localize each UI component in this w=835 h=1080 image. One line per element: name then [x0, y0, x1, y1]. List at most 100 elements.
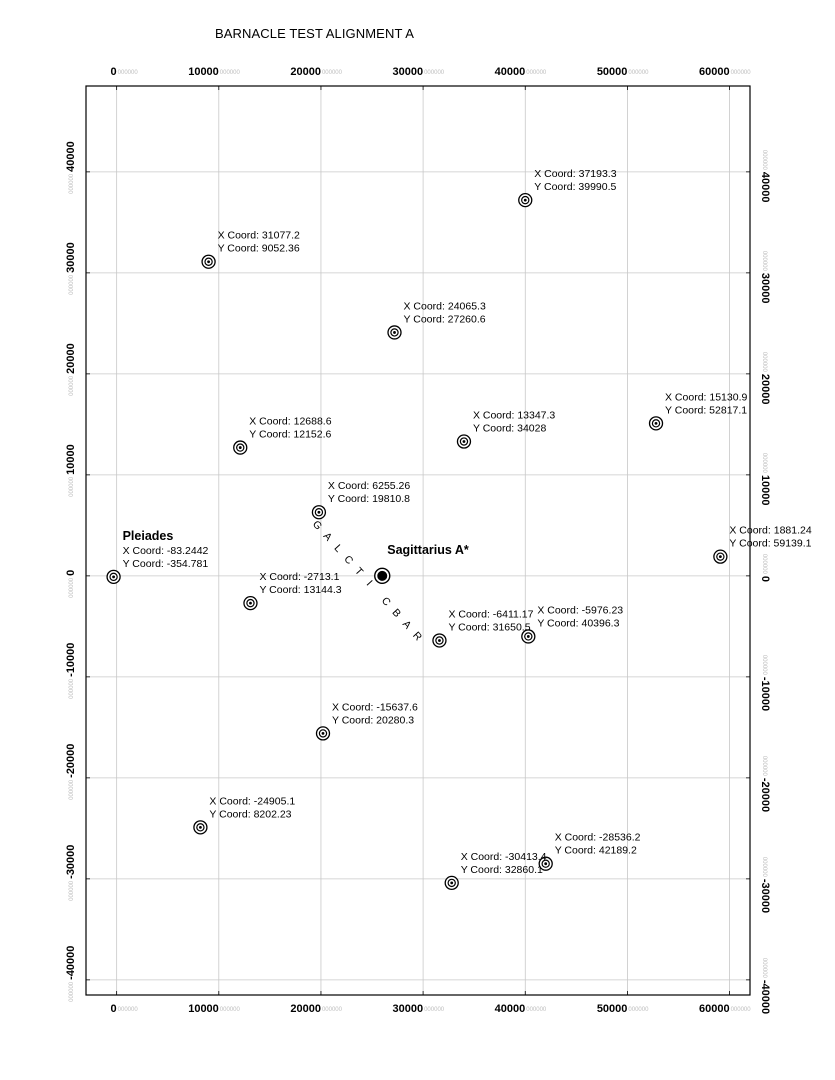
bullseye-marker: X Coord: -5976.23Y Coord: 40396.3 — [521, 604, 623, 644]
target-icon-dot — [112, 575, 115, 579]
target-icon-dot — [450, 881, 454, 885]
x-tick-label: 50000 — [597, 1003, 628, 1015]
x-tick-label: 60000 — [699, 1003, 730, 1015]
galactic-bar-letter: C — [341, 553, 355, 567]
y-coord-label: Y Coord: 13144.3 — [259, 584, 341, 596]
target-icon-dot — [544, 862, 548, 866]
galactic-bar-letter: C — [379, 595, 393, 609]
x-tick-label: 40000 — [495, 1003, 526, 1015]
target-icon-dot — [238, 446, 242, 449]
bullseye-marker: X Coord: 37193.3Y Coord: 39990.5 — [518, 168, 617, 208]
x-tick-label: 60000 — [699, 66, 730, 78]
x-tick-fraction: 000000 — [628, 1007, 649, 1013]
y-tick-label-left: -10000 — [65, 643, 77, 677]
x-tick-fraction: 000000 — [731, 70, 752, 76]
galactic-bar-letter: B — [389, 607, 403, 620]
y-coord-label: Y Coord: 52817.1 — [665, 404, 747, 416]
x-tick-label: 50000 — [597, 66, 628, 78]
y-tick-fraction-left: 000000 — [69, 476, 75, 497]
sagittarius-a-label: Sagittarius A* — [387, 543, 469, 557]
point-name: Pleiades — [123, 529, 174, 543]
bullseye-marker: X Coord: -2713.1Y Coord: 13144.3 — [243, 571, 342, 611]
y-tick-fraction-left: 000000 — [69, 678, 75, 699]
x-tick-fraction: 000000 — [220, 1007, 241, 1013]
y-coord-label: Y Coord: 8202.23 — [209, 808, 291, 820]
y-tick-label-left: 20000 — [65, 343, 77, 374]
y-tick-fraction-left: 000000 — [69, 577, 75, 598]
y-tick-fraction-left: 000000 — [69, 880, 75, 901]
y-coord-label: Y Coord: 42189.2 — [555, 845, 637, 857]
y-tick-label-left: 10000 — [65, 444, 77, 475]
y-tick-label-left: 40000 — [65, 141, 77, 172]
bullseye-marker: X Coord: 31077.2Y Coord: 9052.36 — [201, 230, 300, 269]
y-tick-fraction-left: 000000 — [69, 375, 75, 396]
target-icon-dot — [718, 555, 722, 559]
y-tick-label-right: -40000 — [759, 980, 771, 1014]
y-tick-label-left: -30000 — [65, 845, 77, 879]
y-tick-label-right: -30000 — [759, 879, 771, 913]
y-tick-label-right: -10000 — [759, 677, 771, 711]
x-coord-label: X Coord: -15637.6 — [332, 701, 418, 713]
bullseye-marker: X Coord: 12688.6Y Coord: 12152.6 — [233, 416, 332, 455]
target-icon-dot — [523, 198, 527, 202]
y-coord-label: Y Coord: 12152.6 — [249, 429, 331, 441]
x-coord-label: X Coord: 24065.3 — [404, 300, 486, 312]
x-tick-label: 0 — [111, 1003, 117, 1015]
y-coord-label: Y Coord: 59139.1 — [729, 538, 811, 550]
x-tick-fraction: 000000 — [628, 70, 649, 76]
y-tick-label-right: 40000 — [759, 172, 771, 203]
x-tick-fraction: 000000 — [118, 70, 139, 76]
y-tick-label-left: 0 — [65, 570, 77, 576]
y-tick-fraction-right: 000000 — [761, 756, 767, 777]
bullseye-marker: X Coord: -28536.2Y Coord: 42189.2 — [538, 832, 641, 871]
x-tick-fraction: 000000 — [322, 70, 343, 76]
bullseye-marker: X Coord: 6255.26Y Coord: 19810.8 — [311, 480, 410, 520]
target-icon-core — [377, 570, 388, 581]
x-tick-fraction: 000000 — [526, 1007, 547, 1013]
y-tick-fraction-right: 000000 — [761, 352, 767, 373]
galactic-bar-letter: L — [331, 542, 344, 554]
x-tick-fraction: 000000 — [424, 1007, 445, 1013]
bullseye-marker: X Coord: 1881.24Y Coord: 59139.1 — [713, 525, 812, 564]
bullseye-marker: X Coord: -6411.17Y Coord: 31650.5 — [432, 608, 534, 648]
y-coord-label: Y Coord: 27260.6 — [404, 313, 486, 325]
target-icon-dot — [207, 260, 210, 264]
y-coord-label: Y Coord: 32860.1 — [461, 864, 543, 876]
y-coord-label: Y Coord: 9052.36 — [218, 243, 300, 255]
y-tick-fraction-right: 000000 — [761, 958, 767, 979]
bullseye-marker: X Coord: 13347.3Y Coord: 34028 — [456, 410, 555, 449]
x-coord-label: X Coord: -5976.23 — [537, 604, 623, 616]
x-coord-label: X Coord: -24905.1 — [209, 795, 295, 807]
y-tick-fraction-left: 000000 — [69, 981, 75, 1002]
y-tick-label-right: 20000 — [759, 374, 771, 405]
x-tick-fraction: 000000 — [526, 70, 547, 76]
bullseye-marker: X Coord: -15637.6Y Coord: 20280.3 — [315, 701, 418, 741]
y-tick-fraction-right: 000000 — [761, 251, 767, 272]
y-tick-fraction-right: 000000 — [761, 453, 767, 474]
target-icon-dot — [393, 331, 396, 334]
y-tick-label-right: 10000 — [759, 475, 771, 506]
y-tick-fraction-right: 000000 — [761, 554, 767, 575]
y-tick-fraction-left: 000000 — [69, 779, 75, 800]
target-icon-dot — [249, 601, 252, 605]
x-tick-label: 10000 — [188, 66, 219, 78]
y-coord-label: Y Coord: 31650.5 — [448, 621, 530, 633]
x-tick-label: 20000 — [290, 1003, 321, 1015]
x-coord-label: X Coord: 6255.26 — [328, 480, 410, 492]
x-coord-label: X Coord: 31077.2 — [218, 230, 300, 242]
y-tick-label-left: -20000 — [65, 744, 77, 778]
x-tick-fraction: 000000 — [424, 70, 445, 76]
galactic-bar-letter: I — [364, 578, 375, 588]
bullseye-marker: X Coord: -30413.4Y Coord: 32860.1 — [444, 851, 547, 891]
y-coord-label: Y Coord: 39990.5 — [534, 181, 616, 193]
y-tick-label-left: 30000 — [65, 242, 77, 273]
y-tick-fraction-right: 000000 — [761, 857, 767, 878]
y-tick-label-right: 30000 — [759, 273, 771, 304]
x-tick-fraction: 000000 — [731, 1007, 752, 1013]
map-frame — [85, 85, 751, 996]
y-coord-label: Y Coord: -354.781 — [123, 558, 209, 570]
x-tick-fraction: 000000 — [322, 1007, 343, 1013]
target-icon-dot — [317, 510, 321, 514]
x-tick-fraction: 000000 — [220, 70, 241, 76]
